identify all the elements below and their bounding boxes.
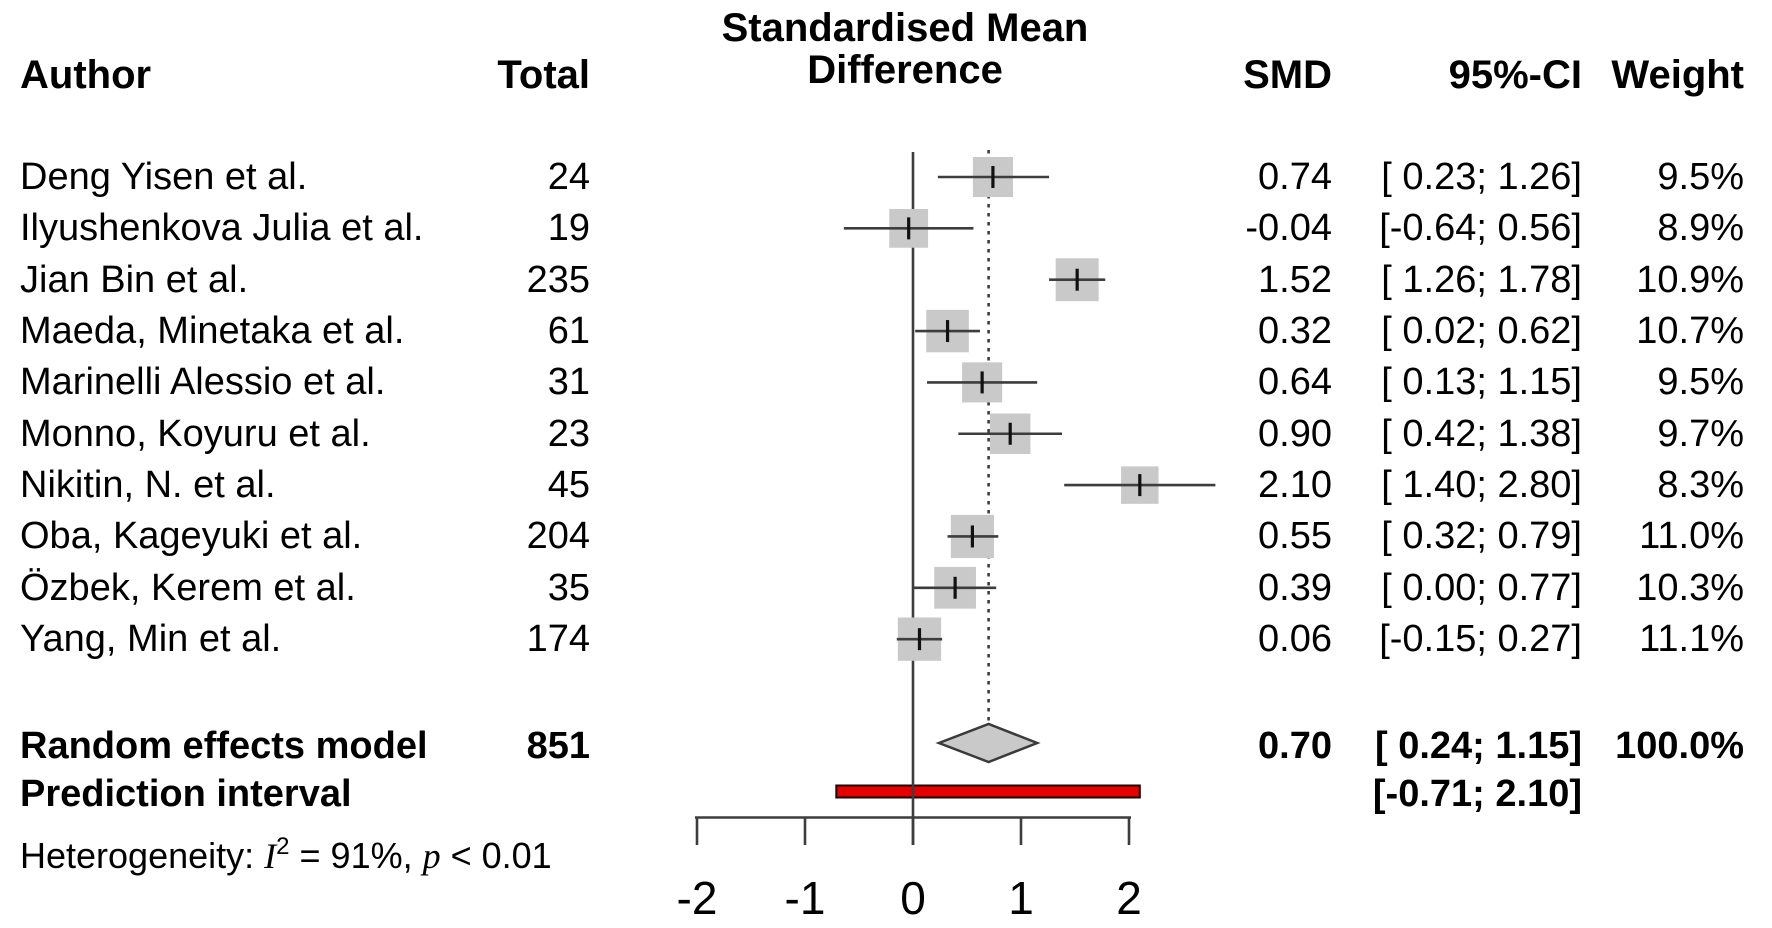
study-smd: 0.64 [1258,361,1332,403]
heterogeneity-text: Heterogeneity: I2 = 91%, p < 0.01 [20,823,552,876]
study-author: Monno, Koyuru et al. [20,413,371,455]
study-smd: 0.74 [1258,156,1332,198]
study-weight: 9.7% [1657,413,1744,455]
effect-measure-title-line2: Difference [807,48,1003,92]
random-effects-weight: 100.0% [1615,725,1744,767]
study-ci: [ 1.26; 1.78] [1381,259,1582,301]
study-total: 204 [526,515,590,557]
study-ci: [ 0.32; 0.79] [1381,515,1582,557]
study-ci: [ 1.40; 2.80] [1381,464,1582,506]
random-effects-ci: [ 0.24; 1.15] [1375,725,1582,767]
column-header-smd: SMD [1243,53,1332,97]
study-total: 24 [547,156,590,198]
study-ci: [ 0.00; 0.77] [1381,567,1582,609]
study-author: Maeda, Minetaka et al. [20,310,405,352]
study-author: Oba, Kageyuki et al. [20,515,363,557]
heterogeneity-tail: < 0.01 [440,835,552,876]
study-total: 235 [526,259,590,301]
study-author: Jian Bin et al. [20,259,249,301]
heterogeneity-mid: = 91%, [289,835,423,876]
prediction-interval-bar [835,784,1141,799]
study-weight: 11.1% [1639,618,1744,660]
study-smd: 0.06 [1258,618,1332,660]
study-weight: 10.9% [1636,259,1744,301]
study-total: 19 [547,207,590,249]
heterogeneity-i-stat: I [264,836,277,876]
x-axis-tick-label: 2 [1116,872,1142,924]
study-smd: 0.39 [1258,567,1332,609]
study-weight: 10.3% [1636,567,1744,609]
column-header-total: Total [497,53,590,97]
heterogeneity-prefix: Heterogeneity: [20,835,265,876]
prediction-interval-ci: [-0.71; 2.10] [1372,773,1582,815]
study-total: 35 [547,567,590,609]
study-smd: 1.52 [1258,259,1332,301]
study-smd: 2.10 [1258,464,1332,506]
x-axis-tick-label: -1 [785,872,826,924]
study-weight: 11.0% [1639,515,1744,557]
study-smd: -0.04 [1245,207,1332,249]
x-axis-tick-label: -2 [677,872,718,924]
prediction-interval-label: Prediction interval [20,773,352,815]
study-author: Marinelli Alessio et al. [20,361,386,403]
study-total: 174 [526,618,590,660]
column-header-weight: Weight [1611,53,1744,97]
study-ci: [-0.64; 0.56] [1379,207,1582,249]
study-author: Deng Yisen et al. [20,156,308,198]
heterogeneity-p: p [422,836,441,876]
study-ci: [ 0.42; 1.38] [1381,413,1582,455]
study-smd: 0.90 [1258,413,1332,455]
x-axis-tick-label: 0 [900,872,926,924]
study-total: 45 [547,464,590,506]
random-effects-label: Random effects model [20,725,428,767]
study-smd: 0.32 [1258,310,1332,352]
study-author: Nikitin, N. et al. [20,464,276,506]
column-header-author: Author [20,53,152,97]
study-ci: [ 0.02; 0.62] [1381,310,1582,352]
study-ci: [-0.15; 0.27] [1379,618,1582,660]
effect-measure-title-line1: Standardised Mean [721,6,1089,50]
study-total: 23 [547,413,590,455]
study-weight: 9.5% [1657,361,1744,403]
study-author: Yang, Min et al. [20,618,282,660]
study-total: 31 [547,361,590,403]
summary-diamond [935,722,1041,764]
study-weight: 8.3% [1657,464,1744,506]
column-header-ci: 95%-CI [1448,53,1582,97]
x-axis-tick-label: 1 [1008,872,1034,924]
study-ci: [ 0.13; 1.15] [1381,361,1582,403]
study-weight: 8.9% [1657,207,1744,249]
study-smd: 0.55 [1258,515,1332,557]
study-total: 61 [547,310,590,352]
random-effects-total: 851 [526,725,590,767]
study-author: Ilyushenkova Julia et al. [20,207,424,249]
random-effects-smd: 0.70 [1258,725,1332,767]
study-weight: 9.5% [1657,156,1744,198]
study-ci: [ 0.23; 1.26] [1381,156,1582,198]
study-weight: 10.7% [1636,310,1744,352]
study-author: Özbek, Kerem et al. [20,567,356,609]
heterogeneity-i-sup: 2 [276,833,290,860]
